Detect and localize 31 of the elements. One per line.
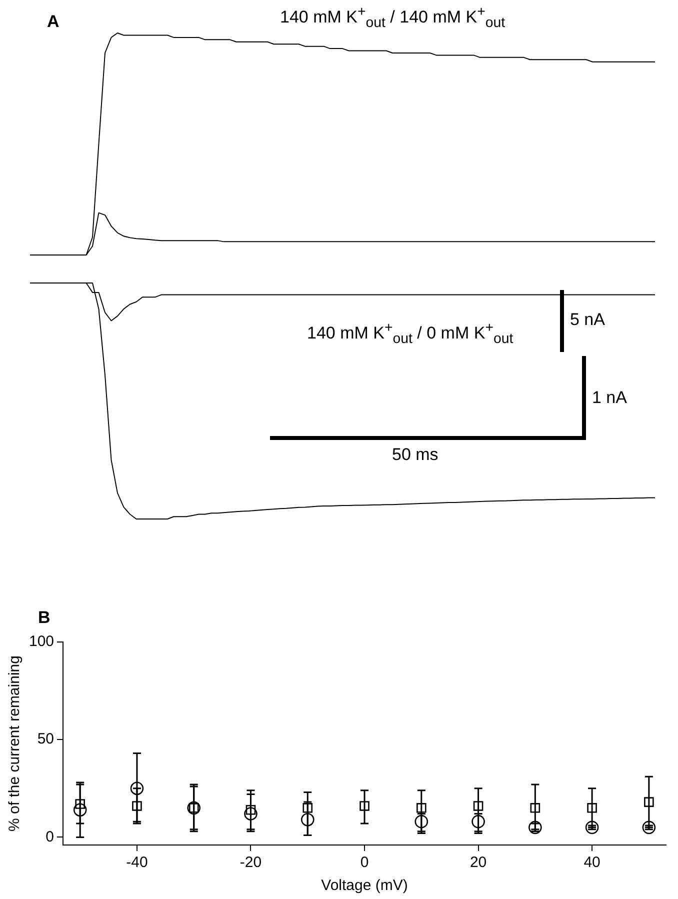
x-tick-label: 40	[584, 854, 600, 872]
point	[472, 814, 485, 828]
y-tick-label: 100	[28, 633, 54, 650]
y-tick-label: 50	[37, 730, 54, 748]
chart-title: A	[47, 12, 60, 32]
point	[302, 803, 313, 813]
point	[130, 782, 144, 796]
annotation: 1 nA	[592, 388, 627, 408]
point	[360, 801, 370, 811]
point	[246, 804, 256, 815]
point	[644, 797, 654, 807]
point	[587, 803, 597, 813]
chart-title: B	[38, 608, 50, 628]
point	[73, 803, 87, 817]
x-tick-label: -20	[240, 854, 262, 872]
annotation: 5 nA	[570, 310, 605, 330]
x-tick-label: 20	[470, 854, 487, 872]
x-tick-label: -40	[126, 854, 148, 872]
x-tick-label: 0	[360, 854, 369, 872]
point	[416, 803, 426, 813]
y-tick-label: 0	[46, 828, 54, 846]
point	[414, 814, 428, 828]
point	[132, 801, 142, 811]
x-axis-title: Voltage (mV)	[321, 877, 408, 894]
point	[300, 812, 314, 826]
y-axis-title: % of the current remaining	[6, 656, 24, 832]
point	[244, 807, 258, 820]
point	[530, 803, 540, 813]
annotation: 50 ms	[392, 445, 438, 465]
point	[473, 801, 484, 811]
point	[75, 799, 85, 809]
